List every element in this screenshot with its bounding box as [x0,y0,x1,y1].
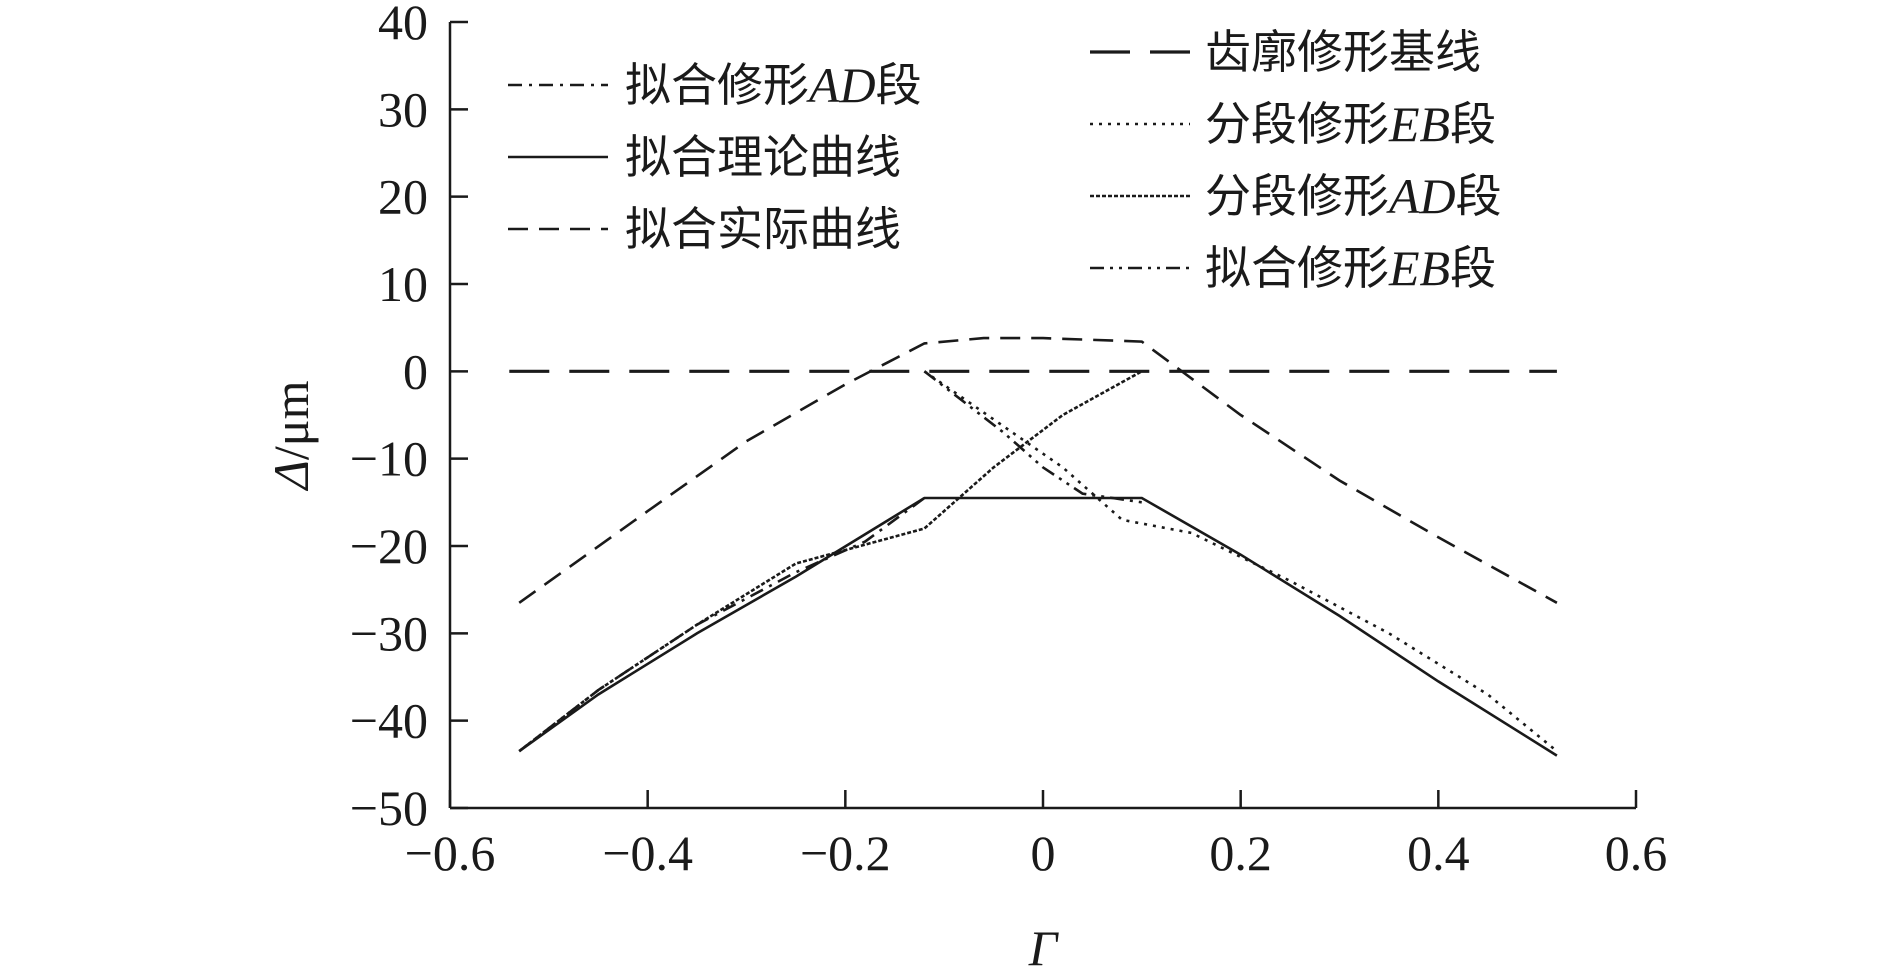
legend-label-3: 拟合实际曲线 [625,202,901,256]
legend-label-7: 拟合修形EB段 [1205,240,1496,296]
legend-label-1: 拟合修形AD段 [625,57,922,113]
x-tick-label: −0.2 [800,825,891,881]
y-tick-label: −50 [350,780,428,836]
legend-label-part: 段 [1456,169,1502,223]
series-line-1 [518,496,926,753]
legend-label-5: 分段修形EB段 [1205,96,1496,152]
x-tick-label: 0.6 [1605,825,1668,881]
y-tick-label: 40 [378,0,428,50]
y-tick-label: 0 [403,343,428,399]
series-line-5 [923,370,1558,753]
series-line-3 [518,336,1558,604]
axes: 40 30 20 10 0 −10 −20 −30 −40 −50−0.6 −0.4 −0.2 0 0.2… [350,0,1667,881]
legend-label-part: 拟合修形 [1205,241,1389,295]
legend-label-part: EB [1388,240,1450,296]
legend-label-part: EB [1388,96,1450,152]
x-tick-label: 0.4 [1407,825,1470,881]
x-tick-label: 0 [1031,825,1056,881]
series-line-7 [923,370,1142,504]
legend-label-part: 段 [1450,97,1496,151]
y-tick-label: −20 [350,518,428,574]
legend-label-part: 拟合修形 [625,58,809,112]
y-axis-title: Δ/μm [263,380,319,491]
legend: 拟合修形AD段拟合理论曲线拟合实际曲线齿廓修形基线分段修形EB段分段修形AD段拟… [508,25,1502,296]
series-line-6 [518,370,1143,753]
x-tick-label: −0.4 [602,825,693,881]
y-tick-label: −40 [350,693,428,749]
legend-label-part: AD [806,57,876,113]
legend-label-part: 拟合实际曲线 [625,202,901,256]
legend-label-part: 分段修形 [1205,169,1389,223]
y-tick-label: 30 [378,81,428,137]
y-axis-unit: /μm [263,380,319,460]
legend-label-part: 拟合理论曲线 [625,130,901,184]
y-tick-label: −30 [350,605,428,661]
x-tick-label: 0.2 [1209,825,1272,881]
legend-label-2: 拟合理论曲线 [625,130,901,184]
y-tick-label: 20 [378,169,428,225]
legend-label-part: 分段修形 [1205,97,1389,151]
legend-label-6: 分段修形AD段 [1205,168,1502,224]
x-axis-title: Γ [1028,920,1060,974]
y-tick-label: −10 [350,431,428,487]
legend-label-part: 段 [876,58,922,112]
x-tick-label: −0.6 [405,825,496,881]
legend-label-part: AD [1386,168,1456,224]
y-tick-label: 10 [378,256,428,312]
legend-label-part: 段 [1450,241,1496,295]
plot-area [509,336,1558,757]
series-line-2 [518,496,1558,757]
legend-label-4: 齿廓修形基线 [1205,25,1481,79]
legend-label-part: 齿廓修形基线 [1205,25,1481,79]
y-axis-symbol: Δ [263,460,319,491]
